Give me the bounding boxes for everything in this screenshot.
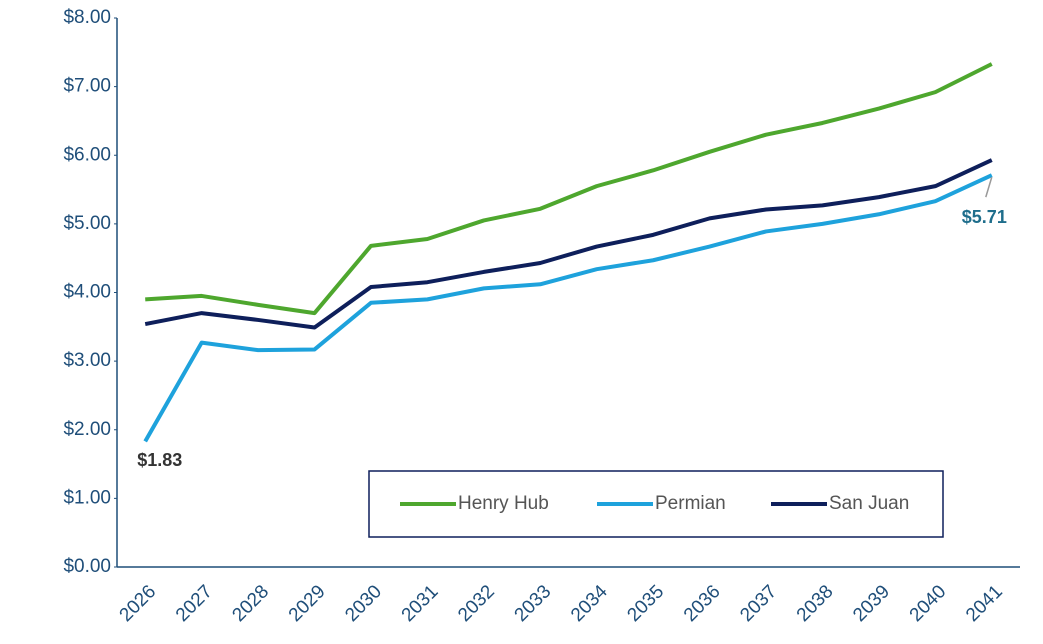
- y-tick-label: $0.00: [63, 556, 111, 577]
- y-tick-label: $7.00: [63, 76, 111, 97]
- y-tick-label: $5.00: [63, 213, 111, 234]
- legend-label: San Juan: [829, 493, 909, 514]
- legend-box: [368, 470, 944, 538]
- annotation-leader: [985, 176, 993, 198]
- y-tick-label: $6.00: [63, 144, 111, 165]
- legend-label: Permian: [655, 493, 726, 514]
- x-tick-label: 2040: [906, 581, 951, 626]
- series-line: [145, 62, 993, 316]
- series-line: [143, 173, 993, 443]
- annotation: $5.71: [962, 207, 1007, 227]
- x-tick-label: 2034: [567, 581, 612, 626]
- legend-label: Henry Hub: [458, 493, 549, 514]
- y-tick-label: $8.00: [63, 7, 111, 28]
- x-tick-label: 2031: [398, 581, 443, 626]
- x-tick-label: 2029: [285, 581, 330, 626]
- x-tick-label: 2038: [793, 581, 838, 626]
- x-tick-label: 2030: [341, 581, 386, 626]
- y-tick-label: $1.00: [63, 487, 111, 508]
- series-line: [144, 158, 993, 330]
- x-tick-label: 2026: [116, 581, 161, 626]
- x-tick-label: 2041: [962, 581, 1007, 626]
- x-tick-label: 2032: [454, 581, 499, 626]
- x-tick-label: 2033: [511, 581, 556, 626]
- annotation: $1.83: [137, 450, 182, 470]
- x-tick-label: 2028: [228, 581, 273, 626]
- x-tick-label: 2035: [623, 581, 668, 626]
- y-tick-label: $2.00: [63, 419, 111, 440]
- x-tick-label: 2039: [849, 581, 894, 626]
- x-tick-label: 2036: [680, 581, 725, 626]
- x-tick-label: 2037: [736, 581, 781, 626]
- x-tick-label: 2027: [172, 581, 217, 626]
- y-tick-label: $3.00: [63, 350, 111, 371]
- y-tick-label: $4.00: [63, 282, 111, 303]
- legend: Henry Hub Permian San Juan: [368, 470, 944, 538]
